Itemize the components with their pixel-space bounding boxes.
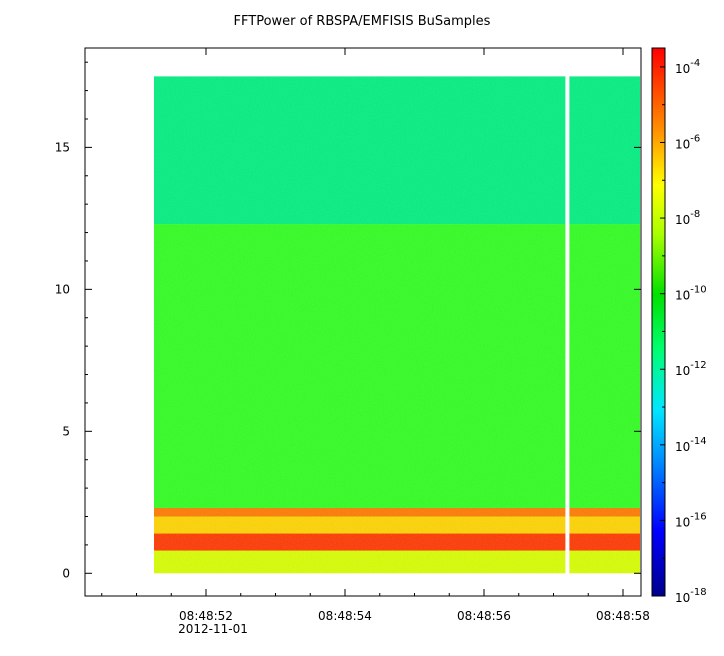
chart-title: FFTPower of RBSPA/EMFISIS BuSamples — [233, 14, 491, 29]
colorbar-tick-label: 10-4 — [675, 58, 700, 76]
y-tick-label: 15 — [55, 140, 70, 154]
data-gap — [565, 75, 570, 575]
colorbar-tick-label: 10-16 — [675, 511, 707, 529]
x-tick-label: 08:48:52 — [179, 609, 233, 623]
colorbar-gradient — [651, 47, 666, 597]
y-tick-label: 5 — [62, 424, 70, 438]
y-tick-label: 10 — [55, 282, 70, 296]
colorbar-tick-label: 10-6 — [675, 133, 700, 151]
colorbar-tick-label: 10-12 — [675, 360, 707, 378]
axis-ticks: 0 5 10 15 08:48:52 08:48:54 08:48:56 08:48:58 20… — [55, 48, 650, 636]
x-tick-label: 08:48:58 — [596, 609, 650, 623]
plot-frame — [84, 47, 642, 597]
colorbar-tick-label: 10-18 — [675, 587, 707, 605]
y-tick-label: 0 — [62, 566, 70, 580]
data-gap-stripe — [565, 75, 570, 575]
colorbar-tick-label: 10-10 — [675, 285, 707, 303]
x-date-label: 2012-11-01 — [178, 622, 248, 636]
colorbar: 10-4 10-6 10-8 10-10 10-12 10-14 10-16 10-18 — [651, 47, 707, 605]
colorbar-tick-label: 10-8 — [675, 209, 700, 227]
plot-border — [84, 47, 642, 597]
colorbar-tick-label: 10-14 — [675, 436, 707, 454]
x-tick-label: 08:48:56 — [457, 609, 511, 623]
x-tick-label: 08:48:54 — [318, 609, 372, 623]
spectrogram-bands — [154, 76, 640, 574]
spectrogram-texture — [154, 76, 640, 574]
